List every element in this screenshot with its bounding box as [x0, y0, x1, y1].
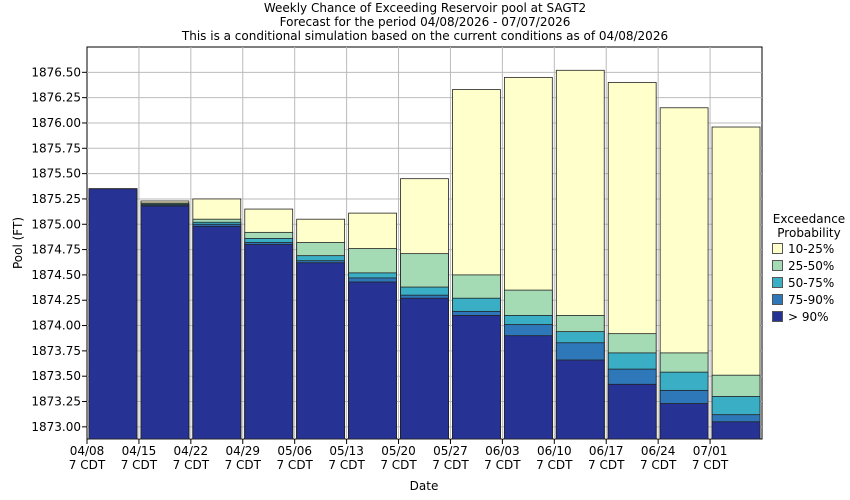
chart-subtitle-period: Forecast for the period 04/08/2026 - 07/… — [279, 15, 571, 29]
bar-90-04-29 — [244, 244, 294, 440]
bar-90-05-13 — [348, 281, 397, 440]
x-tick-label: 06/10 — [537, 444, 572, 458]
y-tick-label: 1873.25 — [31, 395, 81, 409]
bar-90-05-20 — [400, 297, 449, 440]
legend-item: 75-90% — [772, 291, 850, 308]
legend-item: 25-50% — [772, 257, 850, 274]
bar-90-06-10 — [555, 359, 605, 440]
legend: Exceedance Probability 10-25% 25-50% 50-75… — [768, 212, 850, 325]
x-tick-sublabel: 7 CDT — [225, 458, 262, 472]
y-tick-label: 1876.00 — [31, 116, 81, 130]
x-tick-label: 06/17 — [589, 444, 624, 458]
y-tick-label: 1874.00 — [31, 319, 81, 333]
legend-swatch — [772, 260, 783, 271]
x-tick-sublabel: 7 CDT — [69, 458, 106, 472]
y-tick-label: 1875.25 — [31, 192, 81, 206]
x-tick-sublabel: 7 CDT — [692, 458, 729, 472]
y-tick-label: 1874.50 — [31, 268, 81, 282]
y-tick-label: 1875.50 — [31, 167, 81, 181]
legend-swatch — [772, 311, 783, 322]
y-tick-label: 1874.25 — [31, 293, 81, 307]
x-tick-label: 05/20 — [381, 444, 416, 458]
x-tick-label: 05/06 — [277, 444, 312, 458]
y-tick-label: 1873.50 — [31, 369, 81, 383]
x-tick-sublabel: 7 CDT — [640, 458, 677, 472]
x-tick-sublabel: 7 CDT — [276, 458, 313, 472]
y-tick-label: 1875.75 — [31, 141, 81, 155]
x-tick-label: 06/24 — [641, 444, 676, 458]
y-tick-label: 1876.25 — [31, 91, 81, 105]
x-tick-label: 06/03 — [485, 444, 520, 458]
x-tick-label: 04/22 — [174, 444, 209, 458]
x-tick-label: 04/29 — [225, 444, 260, 458]
y-tick-label: 1875.00 — [31, 217, 81, 231]
legend-label: 50-75% — [788, 275, 835, 290]
legend-label: > 90% — [788, 309, 829, 324]
bar-90-04-15 — [140, 205, 190, 440]
chart-title: Weekly Chance of Exceeding Reservoir poo… — [263, 1, 587, 15]
bar-90-06-17 — [607, 383, 657, 440]
x-tick-sublabel: 7 CDT — [121, 458, 158, 472]
legend-label: 25-50% — [788, 258, 835, 273]
bar-90-05-06 — [296, 262, 346, 440]
x-tick-sublabel: 7 CDT — [380, 458, 417, 472]
legend-label: 10-25% — [788, 241, 835, 256]
legend-item: 50-75% — [772, 274, 850, 291]
y-axis-label: Pool (FT) — [11, 216, 25, 270]
x-tick-sublabel: 7 CDT — [432, 458, 469, 472]
x-tick-label: 05/13 — [329, 444, 364, 458]
bars — [88, 69, 761, 440]
bar-90-07-01 — [711, 421, 761, 440]
y-tick-label: 1873.75 — [31, 344, 81, 358]
x-axis-label: Date — [409, 479, 439, 493]
y-tick-label: 1874.75 — [31, 243, 81, 257]
x-tick-sublabel: 7 CDT — [484, 458, 521, 472]
legend-label: 75-90% — [788, 292, 835, 307]
y-tick-label: 1873.00 — [31, 420, 81, 434]
y-axis: 1873.00 1873.25 1873.50 1873.75 1874.00 1874.… — [31, 65, 87, 434]
legend-swatch — [772, 277, 783, 288]
x-tick-sublabel: 7 CDT — [588, 458, 625, 472]
x-tick-sublabel: 7 CDT — [173, 458, 210, 472]
legend-item: 10-25% — [772, 240, 850, 257]
x-tick-label: 07/01 — [693, 444, 728, 458]
bar-90-04-22 — [192, 225, 242, 440]
x-tick-sublabel: 7 CDT — [536, 458, 573, 472]
bar-90-06-03 — [503, 335, 553, 440]
bar-90-05-27 — [452, 315, 501, 440]
legend-swatch — [772, 243, 783, 254]
y-tick-label: 1876.50 — [31, 65, 81, 79]
bar-90-04-08 — [88, 188, 138, 440]
x-tick-label: 05/27 — [433, 444, 468, 458]
legend-swatch — [772, 294, 783, 305]
x-tick-sublabel: 7 CDT — [328, 458, 365, 472]
chart-subtitle-conditions: This is a conditional simulation based o… — [181, 29, 669, 43]
x-tick-label: 04/08 — [70, 444, 105, 458]
legend-item: > 90% — [772, 308, 850, 325]
bar-90-06-24 — [659, 403, 709, 440]
legend-title: Exceedance Probability — [772, 212, 846, 240]
x-tick-label: 04/15 — [122, 444, 157, 458]
